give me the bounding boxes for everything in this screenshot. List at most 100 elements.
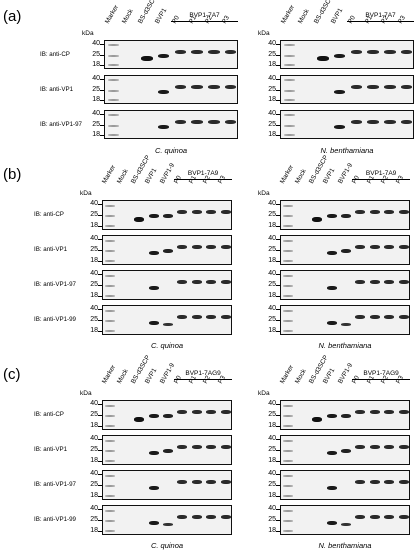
protein-band [355,280,366,285]
marker-band [283,224,294,227]
group-line [352,179,410,180]
protein-band [191,50,203,55]
mw-marker: 25 [268,316,276,323]
marker-band [107,124,120,127]
marker-band [105,415,116,417]
protein-band [317,55,329,61]
group-label: BVP1-7AG9 [363,370,399,377]
protein-band [162,214,174,218]
panel-label: (b) [3,166,22,183]
marker-band [105,320,116,322]
marker-band [107,44,120,47]
protein-band [148,520,159,525]
protein-band [191,410,202,415]
protein-band [326,450,337,455]
protein-band [174,85,187,90]
protein-band [355,445,366,450]
protein-band [191,210,202,215]
mw-marker: 18 [268,422,276,429]
marker-band [105,424,116,427]
marker-band [283,239,294,242]
marker-band [107,63,120,66]
protein-band [162,449,174,453]
species-label: C. quinoa [150,541,184,550]
marker-band [283,285,294,287]
mw-marker: 18 [90,457,98,464]
protein-band [400,85,413,90]
protein-band [206,410,217,415]
marker-band [283,439,294,442]
mw-marker: 40 [268,470,276,477]
marker-band [107,89,120,92]
protein-band [367,120,379,125]
group-line [174,379,232,380]
mw-marker: 18 [268,131,276,138]
marker-band [283,529,294,532]
lane-label: Marker [278,363,296,385]
mw-tick [98,415,102,416]
lane-label: Marker [279,3,296,26]
mw-tick [276,320,280,321]
protein-band [398,315,409,320]
lane-label: Mock [115,168,130,185]
mw-marker: 25 [268,246,276,253]
marker-band [105,494,116,497]
marker-band [105,520,116,522]
marker-band [283,450,294,452]
protein-band [355,480,366,485]
marker-band [283,509,294,512]
mw-tick [276,100,280,101]
mw-marker: 18 [90,292,98,299]
western-blot [280,400,410,430]
protein-band [369,410,380,415]
mw-marker: 18 [92,96,100,103]
mw-tick [276,239,280,240]
mw-marker: 40 [268,305,276,312]
mw-marker: 25 [90,211,98,218]
mw-tick [100,44,104,45]
mw-marker: 18 [268,327,276,334]
marker-band [107,114,120,117]
mw-marker: 18 [268,257,276,264]
mw-marker: 40 [268,75,276,82]
marker-band [105,285,116,287]
western-blot [104,40,238,69]
protein-band [174,120,187,125]
protein-band [384,515,395,520]
mw-marker: 40 [90,270,98,277]
marker-band [105,474,116,477]
protein-band [148,320,159,325]
mw-tick [276,496,280,497]
mw-marker: 25 [92,85,100,93]
panel-label: (a) [3,8,22,25]
mw-marker: 40 [90,505,98,512]
protein-band [157,53,170,58]
marker-band [283,494,294,497]
western-blot [280,75,414,104]
protein-band [191,280,202,285]
mw-tick [100,124,104,126]
lane-label: BVP1 [144,167,159,185]
mw-marker: 25 [268,411,276,418]
mw-tick [98,239,102,240]
mw-marker: 25 [90,446,98,453]
protein-band [177,280,188,285]
group-line [352,379,410,380]
blot-label: IB: anti-VP1 [40,85,74,93]
marker-band [105,439,116,442]
protein-band [148,214,159,218]
mw-marker: 18 [268,222,276,229]
mw-tick [276,404,280,405]
protein-band [384,120,396,125]
mw-marker: 40 [92,110,100,117]
marker-band [105,250,116,252]
mw-tick [276,261,280,262]
marker-band [105,509,116,512]
lane-label: Marker [100,363,118,385]
mw-marker: 25 [90,481,98,488]
lane-label: Marker [100,163,118,185]
mw-marker: 40 [268,270,276,277]
mw-tick [276,79,280,80]
protein-band [369,515,380,520]
protein-band [206,280,217,285]
